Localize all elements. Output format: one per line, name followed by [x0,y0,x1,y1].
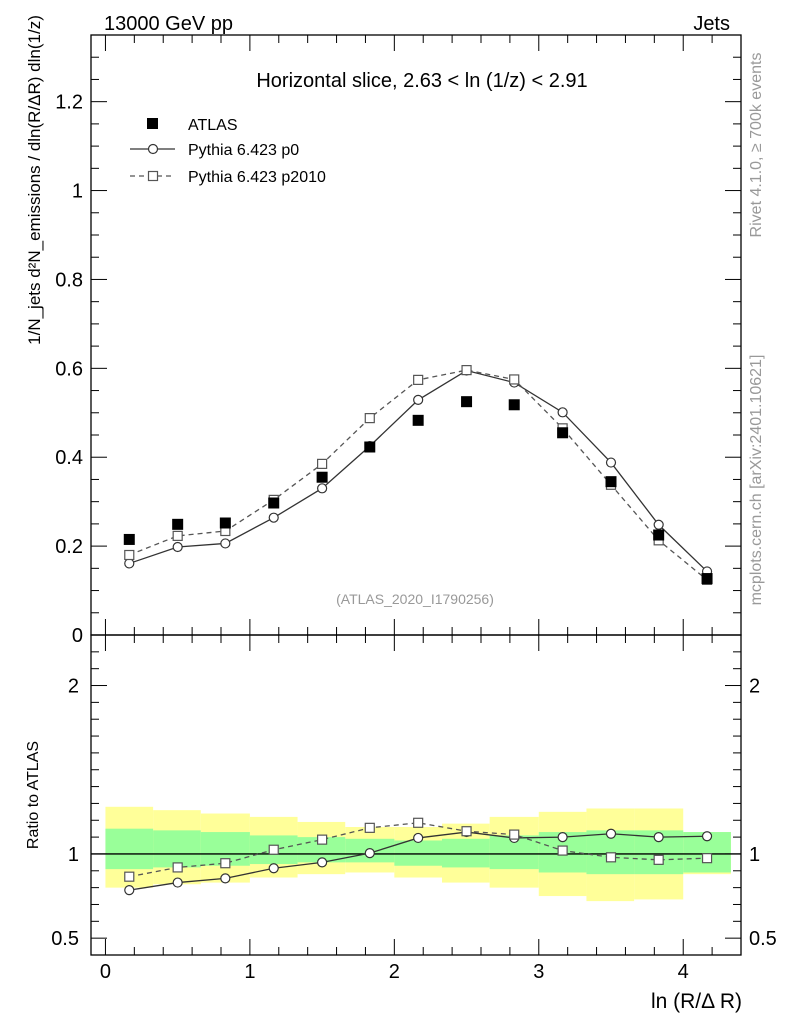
main-y-tick-label: 0 [72,625,83,647]
ratio-p2010-point [317,834,328,845]
ratio-band-inner [153,830,201,868]
ratio-band-inner [105,828,154,870]
x-tick-label: 3 [533,961,544,983]
atlas-point [219,517,231,529]
atlas-point [605,476,617,488]
ratio-band-inner [394,840,442,866]
p2010-point [172,530,183,541]
main-ylabel-text: 1/N_jets d²N_emissions / dln(R/ΔR) dln(1… [25,15,44,345]
p2010-point [364,413,375,424]
atlas-point [653,529,665,541]
x-tick-label: 4 [678,961,689,983]
main-y-tick-label: 0.6 [55,358,83,380]
ratio-p2010-point [268,844,279,855]
ratio-p2010-point [461,826,472,837]
plot-title: Horizontal slice, 2.63 < ln (1/z) < 2.91 [256,70,587,92]
p0-point [413,394,424,405]
ratio-p0-point [653,832,664,843]
ratio-p2010-point [172,862,183,873]
ratio-p0-point [124,885,135,896]
ratio-p0-point [413,832,424,844]
legend-label-atlas: ATLAS [188,117,238,134]
legend-label-p0: Pythia 6.423 p0 [188,142,299,159]
p2010-point [461,365,472,376]
ratio-y-tick-label: 1 [68,844,79,866]
x-tick-label: 0 [100,961,111,983]
beam-label: 13000 GeV pp [104,13,233,35]
p2010-point [317,458,328,469]
ratio-p2010-point [557,845,568,856]
p2010-point [124,549,135,561]
atlas-point [268,497,280,509]
ratio-y-tick-label: 2 [68,676,79,698]
atlas-point [364,441,376,453]
ratio-p2010-point [364,822,375,833]
x-axis-label: ln (R/Δ R) [651,990,742,1013]
atlas-point [316,471,328,483]
process-label: Jets [693,13,730,35]
ratio-p2010-point [220,858,231,869]
ratio-p2010-point [701,853,713,864]
ratio-p0-point [364,848,375,859]
ratio-y-tick-label-right: 2 [749,676,760,698]
ratio-p2010-point [413,817,424,828]
x-tick-label: 2 [389,961,400,983]
ratio-p2010-point [124,871,135,882]
ratio-p2010-point [653,854,664,865]
p2010-point [509,374,520,385]
p0-point [172,541,183,553]
main-y-tick-label: 1.2 [55,92,83,114]
atlas-point [461,396,473,408]
mcplots-label: mcplots.cern.ch [arXiv:2401.10621] [748,355,765,606]
main-y-tick-label: 1 [72,181,83,203]
p0-point [268,512,279,523]
rivet-label: Rivet 4.1.0, ≥ 700k events [748,53,765,238]
ratio-frame [90,634,742,956]
main-marks [123,365,713,585]
ratio-p0-point [317,857,328,868]
analysis-watermark: (ATLAS_2020_I1790256) [336,591,494,607]
atlas-point [701,573,713,585]
p2010-point [413,374,424,385]
atlas-point [123,533,135,545]
ratio-ylabel: Ratio to ATLAS [25,741,42,849]
ratio-p0-point [605,828,617,839]
x-tick-label: 1 [244,961,255,983]
ratio-y-tick-label: 0.5 [51,928,79,950]
ratio-band-inner [442,838,490,868]
ratio-p0-point [268,863,279,874]
ratio-p0-point [701,831,713,842]
main-y-tick-label: 0.8 [55,269,83,291]
p0-point [317,483,328,494]
ratio-marks [124,817,713,896]
ratio-p2010-point [605,852,617,863]
ratio-y-tick-label-right: 0.5 [749,928,777,950]
ratio-p0-point [172,877,183,888]
legend-marker-p0 [147,143,159,155]
main-ylabel: 1/N_jets d²N_emissions / dln(R/ΔR) dln(1… [25,15,44,345]
ratio-p2010-point [509,829,520,840]
p0-point [124,558,135,569]
main-y-tick-label: 0.2 [55,536,83,558]
atlas-point [557,427,569,439]
legend-label-p2010: Pythia 6.423 p2010 [188,169,326,186]
p0-point [220,538,231,549]
legend-marker-p2010 [147,170,159,182]
legend: ATLAS Pythia 6.423 p0 Pythia 6.423 p2010 [130,117,326,186]
p0-point [557,407,568,418]
p0-point [605,457,617,468]
atlas-point [412,414,424,426]
atlas-point [172,518,184,530]
atlas-point [508,399,520,411]
ratio-p0-point [557,832,568,843]
ratio-axes: 0 1 2 3 4 0.5 0.5 1 1 2 2 [51,634,777,983]
main-y-tick-label: 0.4 [55,447,83,469]
ratio-p0-point [220,873,231,884]
ratio-y-tick-label-right: 1 [749,844,760,866]
legend-marker-atlas [147,118,158,129]
p0-point [653,519,664,530]
